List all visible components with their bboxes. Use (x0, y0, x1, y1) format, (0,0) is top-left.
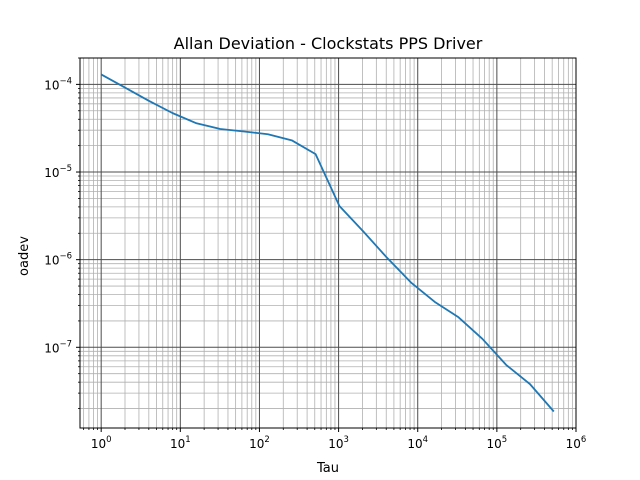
y-tick-label: 10−4 (44, 76, 72, 92)
y-tick-label: 10−7 (44, 339, 72, 355)
y-tick-label-exponent: −6 (59, 252, 72, 262)
x-tick-label-exponent: 1 (185, 435, 190, 445)
x-tick-label-base: 10 (170, 437, 185, 451)
y-tick-label-exponent: −7 (59, 339, 72, 349)
x-tick-label-exponent: 5 (502, 435, 507, 445)
x-tick-label: 104 (407, 435, 428, 451)
x-tick-label-exponent: 3 (344, 435, 349, 445)
x-tick-label-exponent: 6 (581, 435, 586, 445)
series-layer (100, 73, 555, 413)
plot-frame (79, 57, 577, 429)
y-tick-label: 10−6 (44, 252, 72, 268)
y-tick-label-base: 10 (44, 254, 59, 268)
x-tick-label-base: 10 (407, 437, 422, 451)
x-tick-label-exponent: 2 (264, 435, 269, 445)
x-tick-label-exponent: 4 (423, 435, 428, 445)
x-tick-label-base: 10 (487, 437, 502, 451)
x-tick-label: 106 (566, 435, 587, 451)
y-tick-label-base: 10 (44, 78, 59, 92)
x-tick-label: 100 (91, 435, 112, 451)
x-tick-labels: 100 101 102 103 104 105 106 (91, 435, 587, 451)
y-tick-label-base: 10 (44, 166, 59, 180)
x-tick-label: 102 (249, 435, 270, 451)
y-tick-label: 10−5 (44, 164, 72, 180)
chart-title: Allan Deviation - Clockstats PPS Driver (174, 34, 483, 53)
tick-marks (76, 57, 577, 432)
x-tick-label: 101 (170, 435, 191, 451)
x-tick-label: 103 (328, 435, 349, 451)
y-axis-label: oadev (17, 236, 32, 276)
y-tick-labels: 10−710−610−510−4 (44, 76, 72, 355)
x-axis-label: Tau (316, 461, 339, 476)
x-tick-label-base: 10 (249, 437, 264, 451)
x-tick-label-base: 10 (566, 437, 581, 451)
y-tick-label-exponent: −4 (59, 76, 72, 86)
y-tick-label-exponent: −5 (59, 164, 72, 174)
y-tick-label-base: 10 (44, 341, 59, 355)
x-tick-label-exponent: 0 (106, 435, 111, 445)
x-tick-label-base: 10 (328, 437, 343, 451)
x-tick-label: 105 (487, 435, 508, 451)
series-line (100, 73, 555, 413)
x-tick-label-base: 10 (91, 437, 106, 451)
